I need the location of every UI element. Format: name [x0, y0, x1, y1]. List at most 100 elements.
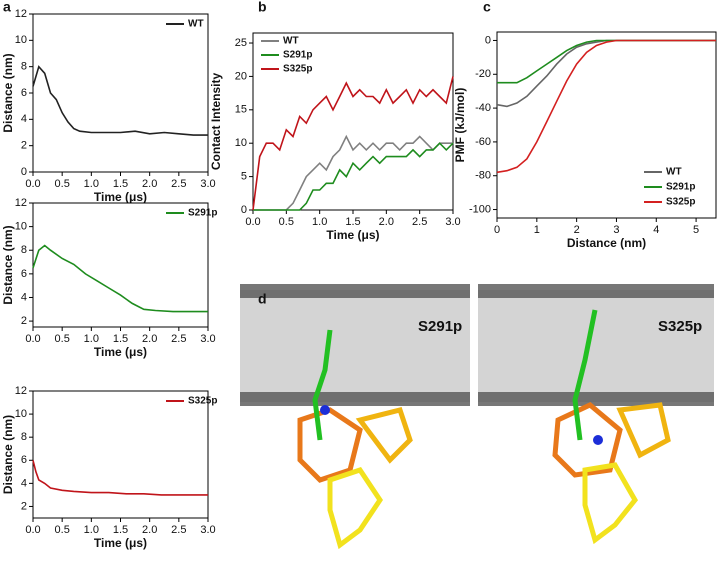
plot-frame — [32, 390, 209, 519]
x-axis-label: Time (μs) — [94, 536, 147, 550]
panel-letter: a — [3, 0, 11, 15]
series-line — [32, 244, 208, 313]
x-tick-label: 2.5 — [171, 333, 186, 345]
legend-label: WT — [188, 19, 204, 30]
legend-label: S325p — [188, 396, 217, 407]
x-axis-label: Time (μs) — [326, 228, 379, 242]
x-tick-label: 1.5 — [113, 178, 128, 190]
y-tick-label: 10 — [15, 408, 27, 420]
x-tick-label: 2.0 — [142, 524, 157, 536]
y-tick-label: 12 — [15, 385, 27, 397]
x-axis-label: Time (μs) — [94, 345, 147, 359]
legend-label: S291p — [188, 208, 217, 219]
x-tick-label: 3 — [613, 224, 619, 236]
y-tick-label: 12 — [15, 8, 27, 20]
x-tick-label: 2.5 — [171, 524, 186, 536]
headgroups — [478, 284, 714, 298]
legend-label: WT — [283, 36, 299, 47]
series-line — [252, 76, 454, 211]
y-axis-label: Contact Intensity — [209, 73, 223, 171]
legend-label: S291p — [283, 50, 312, 61]
x-tick-label: 3.0 — [445, 216, 460, 228]
y-tick-label: 15 — [235, 104, 247, 116]
y-tick-label: 2 — [21, 315, 27, 327]
x-tick-label: 3.0 — [200, 524, 215, 536]
y-tick-label: 4 — [21, 113, 27, 125]
protein — [327, 467, 384, 550]
legend-label: S291p — [666, 182, 695, 193]
variant-label: S325p — [658, 318, 702, 335]
y-axis-label: Distance (nm) — [1, 225, 15, 304]
x-tick-label: 0.0 — [25, 333, 40, 345]
y-tick-label: -80 — [475, 170, 491, 182]
y-tick-label: 8 — [21, 431, 27, 443]
protein — [616, 402, 671, 459]
peptide — [312, 329, 333, 441]
y-tick-label: 10 — [15, 221, 27, 233]
headgroups — [478, 392, 714, 406]
y-tick-label: 5 — [241, 171, 247, 183]
y-tick-label: 2 — [21, 140, 27, 152]
y-axis-label: Distance (nm) — [1, 415, 15, 494]
headgroups — [240, 392, 470, 406]
x-tick-label: 0.0 — [245, 216, 260, 228]
plot-frame — [32, 202, 209, 328]
headgroups — [240, 284, 470, 298]
y-tick-label: 6 — [21, 87, 27, 99]
y-tick-label: 6 — [21, 454, 27, 466]
legend-label: WT — [666, 167, 682, 178]
series-line — [253, 134, 453, 211]
series-line — [496, 39, 716, 174]
x-tick-label: 3.0 — [200, 178, 215, 190]
x-tick-label: 2 — [574, 224, 580, 236]
y-tick-label: 20 — [235, 70, 247, 82]
x-tick-label: 1.0 — [84, 524, 99, 536]
protein — [552, 402, 623, 478]
y-tick-label: 4 — [21, 291, 27, 303]
x-tick-label: 1.0 — [312, 216, 327, 228]
plot-frame — [32, 13, 209, 173]
panel-d: S291p S325p d — [240, 284, 714, 550]
y-tick-label: 6 — [21, 268, 27, 280]
x-tick-label: 0.0 — [25, 524, 40, 536]
y-tick-label: 0 — [485, 34, 491, 46]
y-tick-label: 8 — [21, 244, 27, 256]
y-tick-label: 10 — [15, 34, 27, 46]
x-tick-label: 2.5 — [412, 216, 427, 228]
protein — [582, 462, 639, 545]
series-line — [253, 142, 454, 211]
x-tick-label: 0.5 — [55, 178, 70, 190]
legend-label: S325p — [283, 64, 312, 75]
series-line — [32, 65, 208, 136]
y-tick-label: 8 — [21, 61, 27, 73]
x-tick-label: 0.0 — [25, 178, 40, 190]
x-tick-label: 1.5 — [345, 216, 360, 228]
x-tick-label: 1.5 — [113, 524, 128, 536]
membrane — [240, 290, 470, 402]
y-axis-label: PMF (kJ/mol) — [453, 88, 467, 163]
protein — [355, 407, 413, 464]
panel-letter: b — [258, 0, 267, 15]
peptide — [572, 309, 598, 441]
y-tick-label: -100 — [469, 203, 491, 215]
x-tick-label: 2.0 — [142, 178, 157, 190]
y-tick-label: 4 — [21, 477, 27, 489]
x-tick-label: 2.0 — [142, 333, 157, 345]
series-line — [32, 460, 208, 496]
x-axis-label: Distance (nm) — [567, 236, 646, 250]
y-tick-label: 0 — [21, 166, 27, 178]
x-tick-label: 2.0 — [379, 216, 394, 228]
y-tick-label: 2 — [21, 500, 27, 512]
series-line — [497, 39, 716, 84]
y-tick-label: 12 — [15, 197, 27, 209]
protein — [297, 407, 363, 483]
y-axis-label: Distance (nm) — [1, 53, 15, 132]
x-tick-label: 0 — [494, 224, 500, 236]
membrane — [478, 290, 714, 402]
y-tick-label: 10 — [235, 137, 247, 149]
x-tick-label: 1.0 — [84, 333, 99, 345]
x-tick-label: 5 — [693, 224, 699, 236]
legend-label: S325p — [666, 197, 695, 208]
